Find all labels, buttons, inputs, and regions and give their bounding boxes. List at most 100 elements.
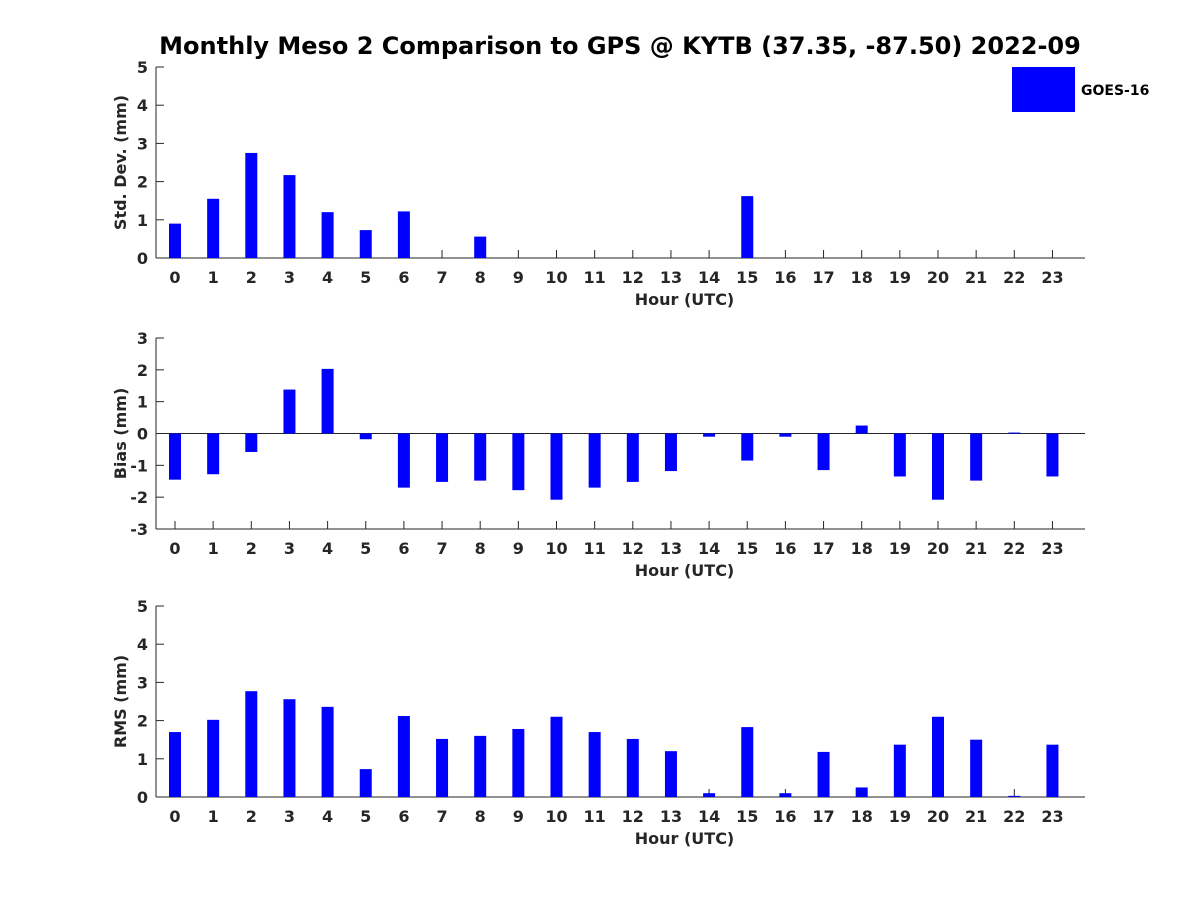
x-tick-label: 17 [812,268,834,287]
x-tick-label: 3 [284,539,295,558]
x-tick-label: 18 [851,268,873,287]
x-tick-label: 14 [698,807,720,826]
bar [1008,795,1021,797]
bar [169,433,181,480]
x-tick-label: 20 [927,268,949,287]
x-tick-label: 4 [322,539,333,558]
bar [1046,744,1059,797]
y-tick-label: 0 [137,788,148,807]
x-tick-label: 11 [584,807,606,826]
x-tick-label: 14 [698,268,720,287]
bar [512,729,525,797]
x-tick-label: 20 [927,539,949,558]
bar [169,223,181,258]
bar [512,433,525,491]
bar [855,787,868,797]
bar [321,368,334,434]
bar [283,389,296,434]
x-tick-label: 13 [660,539,682,558]
bar [817,751,830,797]
x-tick-label: 15 [736,539,758,558]
x-tick-label: 9 [513,807,524,826]
x-tick-label: 19 [889,268,911,287]
x-tick-label: 8 [475,268,486,287]
bar [741,727,754,797]
x-tick-label: 11 [584,268,606,287]
x-tick-label: 15 [736,807,758,826]
bar [588,732,601,797]
x-tick-label: 1 [208,807,219,826]
x-tick-label: 3 [284,268,295,287]
bar [359,230,372,258]
bar [932,433,944,500]
bar [817,433,830,471]
bar [779,433,792,437]
x-tick-label: 10 [545,268,567,287]
x-tick-label: 6 [398,539,409,558]
x-tick-label: 10 [545,807,567,826]
bar [626,433,639,482]
x-tick-label: 17 [812,807,834,826]
x-tick-label: 8 [475,539,486,558]
x-tick-label: 23 [1041,807,1063,826]
x-tick-label: 5 [360,539,371,558]
legend: GOES-16 [1012,67,1149,112]
x-tick-label: 16 [774,539,796,558]
y-tick-label: 0 [137,425,148,444]
y-tick-label: -3 [130,520,148,539]
chart-title: Monthly Meso 2 Comparison to GPS @ KYTB … [159,32,1081,60]
x-tick-label: 1 [208,268,219,287]
bar [550,433,563,500]
bar [169,732,181,797]
bar [741,196,754,258]
bar [855,425,868,434]
x-tick-label: 21 [965,807,987,826]
bar [741,433,754,461]
x-tick-label: 18 [851,539,873,558]
x-tick-label: 5 [360,807,371,826]
x-tick-label: 21 [965,268,987,287]
x-tick-label: 2 [246,807,257,826]
x-tick-label: 0 [169,539,180,558]
x-tick-label: 0 [169,807,180,826]
y-tick-label: 3 [137,134,148,153]
x-tick-label: 19 [889,807,911,826]
x-tick-label: 6 [398,268,409,287]
y-tick-label: 1 [137,393,148,412]
x-tick-label: 7 [436,539,447,558]
x-tick-label: 23 [1041,268,1063,287]
bar [474,433,487,481]
x-tick-label: 8 [475,807,486,826]
x-tick-label: 22 [1003,539,1025,558]
y-tick-label: 0 [137,249,148,268]
x-tick-label: 18 [851,807,873,826]
bar [283,175,296,258]
bar [321,212,334,258]
bar [436,738,449,797]
y-tick-label: 2 [137,173,148,192]
bar [1046,433,1059,477]
bar [359,433,372,440]
x-tick-label: 17 [812,539,834,558]
bar [397,433,410,488]
y-axis-label: RMS (mm) [111,655,130,748]
y-tick-label: 1 [137,750,148,769]
bar [703,793,716,797]
x-tick-label: 12 [622,539,644,558]
y-tick-label: 1 [137,211,148,230]
y-tick-label: 3 [137,673,148,692]
bar [1008,432,1021,434]
legend-swatch [1012,67,1075,112]
bar [588,433,601,488]
y-tick-label: 5 [137,597,148,616]
y-axis-label: Bias (mm) [111,388,130,480]
x-tick-label: 22 [1003,268,1025,287]
x-tick-label: 4 [322,268,333,287]
y-tick-label: 3 [137,329,148,348]
bar [321,706,334,797]
y-tick-label: 4 [137,635,148,654]
x-tick-label: 5 [360,268,371,287]
bar [397,716,410,797]
y-axis-label: Std. Dev. (mm) [111,95,130,230]
